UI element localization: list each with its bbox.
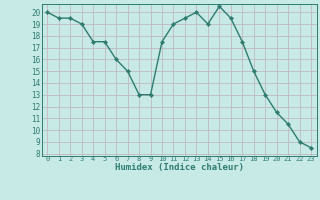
X-axis label: Humidex (Indice chaleur): Humidex (Indice chaleur) — [115, 163, 244, 172]
